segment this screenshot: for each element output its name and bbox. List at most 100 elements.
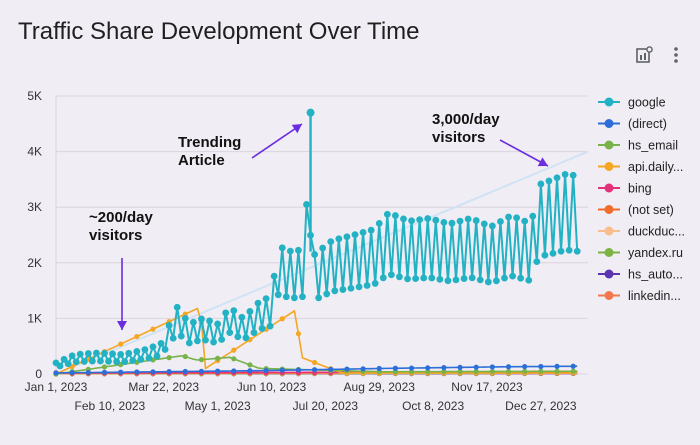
data-point	[295, 367, 302, 373]
data-point	[529, 212, 537, 220]
data-point	[222, 309, 230, 317]
annotation-text: 3,000/day	[432, 111, 500, 128]
legend-marker	[604, 226, 614, 236]
data-point	[570, 363, 576, 369]
data-point	[303, 201, 310, 208]
legend-label: (not set)	[628, 203, 674, 217]
y-tick-label: 3K	[27, 200, 42, 214]
data-point	[501, 274, 508, 282]
data-point	[145, 354, 153, 362]
data-point	[165, 321, 173, 329]
data-point	[97, 357, 104, 365]
data-point	[185, 339, 193, 347]
data-point	[489, 368, 495, 375]
legend-marker	[604, 291, 614, 300]
data-point	[351, 231, 359, 239]
data-point	[457, 368, 463, 375]
data-point	[101, 349, 108, 357]
data-point	[274, 291, 282, 299]
data-point	[311, 359, 318, 366]
legend-label: duckduc...	[628, 225, 685, 239]
data-point	[392, 212, 399, 219]
data-point	[522, 368, 528, 374]
legend-label: linkedin...	[628, 289, 681, 303]
data-point	[194, 337, 201, 345]
data-point	[538, 368, 544, 374]
legend-label: google	[628, 96, 666, 110]
data-point	[400, 215, 407, 223]
annotation-text: Trending	[178, 134, 241, 151]
data-point	[404, 275, 411, 283]
data-point	[553, 174, 561, 182]
x-tick-label: Jun 10, 2023	[237, 380, 307, 394]
data-point	[522, 364, 528, 370]
data-point	[360, 366, 366, 372]
data-point	[118, 341, 124, 347]
data-point	[182, 353, 188, 360]
data-point	[473, 364, 479, 370]
data-point	[198, 315, 205, 323]
annotation-text: visitors	[89, 227, 142, 244]
legend-marker	[604, 140, 614, 150]
data-point	[218, 336, 226, 343]
legend-label: api.daily...	[628, 160, 683, 174]
data-point	[468, 274, 476, 282]
data-point	[569, 171, 577, 179]
data-point	[68, 352, 76, 360]
legend-marker	[604, 248, 614, 257]
data-point	[215, 368, 221, 374]
annotation-arrow	[499, 139, 549, 167]
annotation-arrowhead	[537, 157, 548, 167]
series--direct-	[53, 363, 578, 376]
data-point	[425, 365, 431, 371]
data-point	[270, 272, 278, 280]
data-point	[517, 274, 525, 282]
annotation-text: ~200/day	[89, 209, 153, 226]
data-point	[311, 367, 318, 373]
data-point	[573, 247, 581, 255]
x-tick-label: Nov 17, 2023	[451, 380, 523, 394]
x-tick-label: Mar 22, 2023	[128, 380, 199, 394]
data-point	[198, 368, 205, 374]
chart-insights-icon[interactable]	[633, 44, 655, 66]
data-point	[258, 325, 266, 332]
data-point	[311, 251, 318, 258]
data-point	[480, 220, 488, 228]
data-point	[85, 369, 91, 376]
data-point	[76, 350, 84, 358]
data-point	[202, 336, 209, 344]
data-point	[425, 369, 431, 375]
y-tick-label: 4K	[27, 145, 42, 159]
data-point	[84, 350, 92, 357]
data-point	[150, 369, 156, 375]
data-point	[376, 365, 382, 372]
data-point	[533, 258, 541, 266]
data-point	[412, 275, 420, 283]
data-point	[359, 229, 367, 236]
data-point	[509, 272, 516, 280]
data-point	[472, 217, 480, 224]
legend-marker	[604, 269, 614, 279]
annotation-text: Article	[178, 152, 225, 169]
data-point	[565, 246, 573, 254]
data-point	[545, 177, 553, 185]
y-tick-label: 5K	[27, 89, 42, 103]
series-google	[52, 170, 581, 370]
data-point	[266, 322, 274, 330]
data-point	[53, 370, 59, 376]
data-point	[335, 235, 343, 243]
data-point	[80, 358, 88, 365]
data-point	[133, 348, 141, 355]
data-point	[109, 350, 116, 358]
data-point	[153, 352, 161, 360]
x-tick-label: Aug 29, 2023	[344, 380, 416, 394]
chart-title: Traffic Share Development Over Time	[18, 18, 420, 45]
data-point	[327, 238, 335, 246]
data-point	[150, 326, 156, 332]
data-point	[210, 338, 217, 346]
y-tick-label: 0	[35, 367, 42, 381]
google-peak-point	[306, 108, 315, 117]
more-vert-icon[interactable]	[665, 44, 687, 66]
